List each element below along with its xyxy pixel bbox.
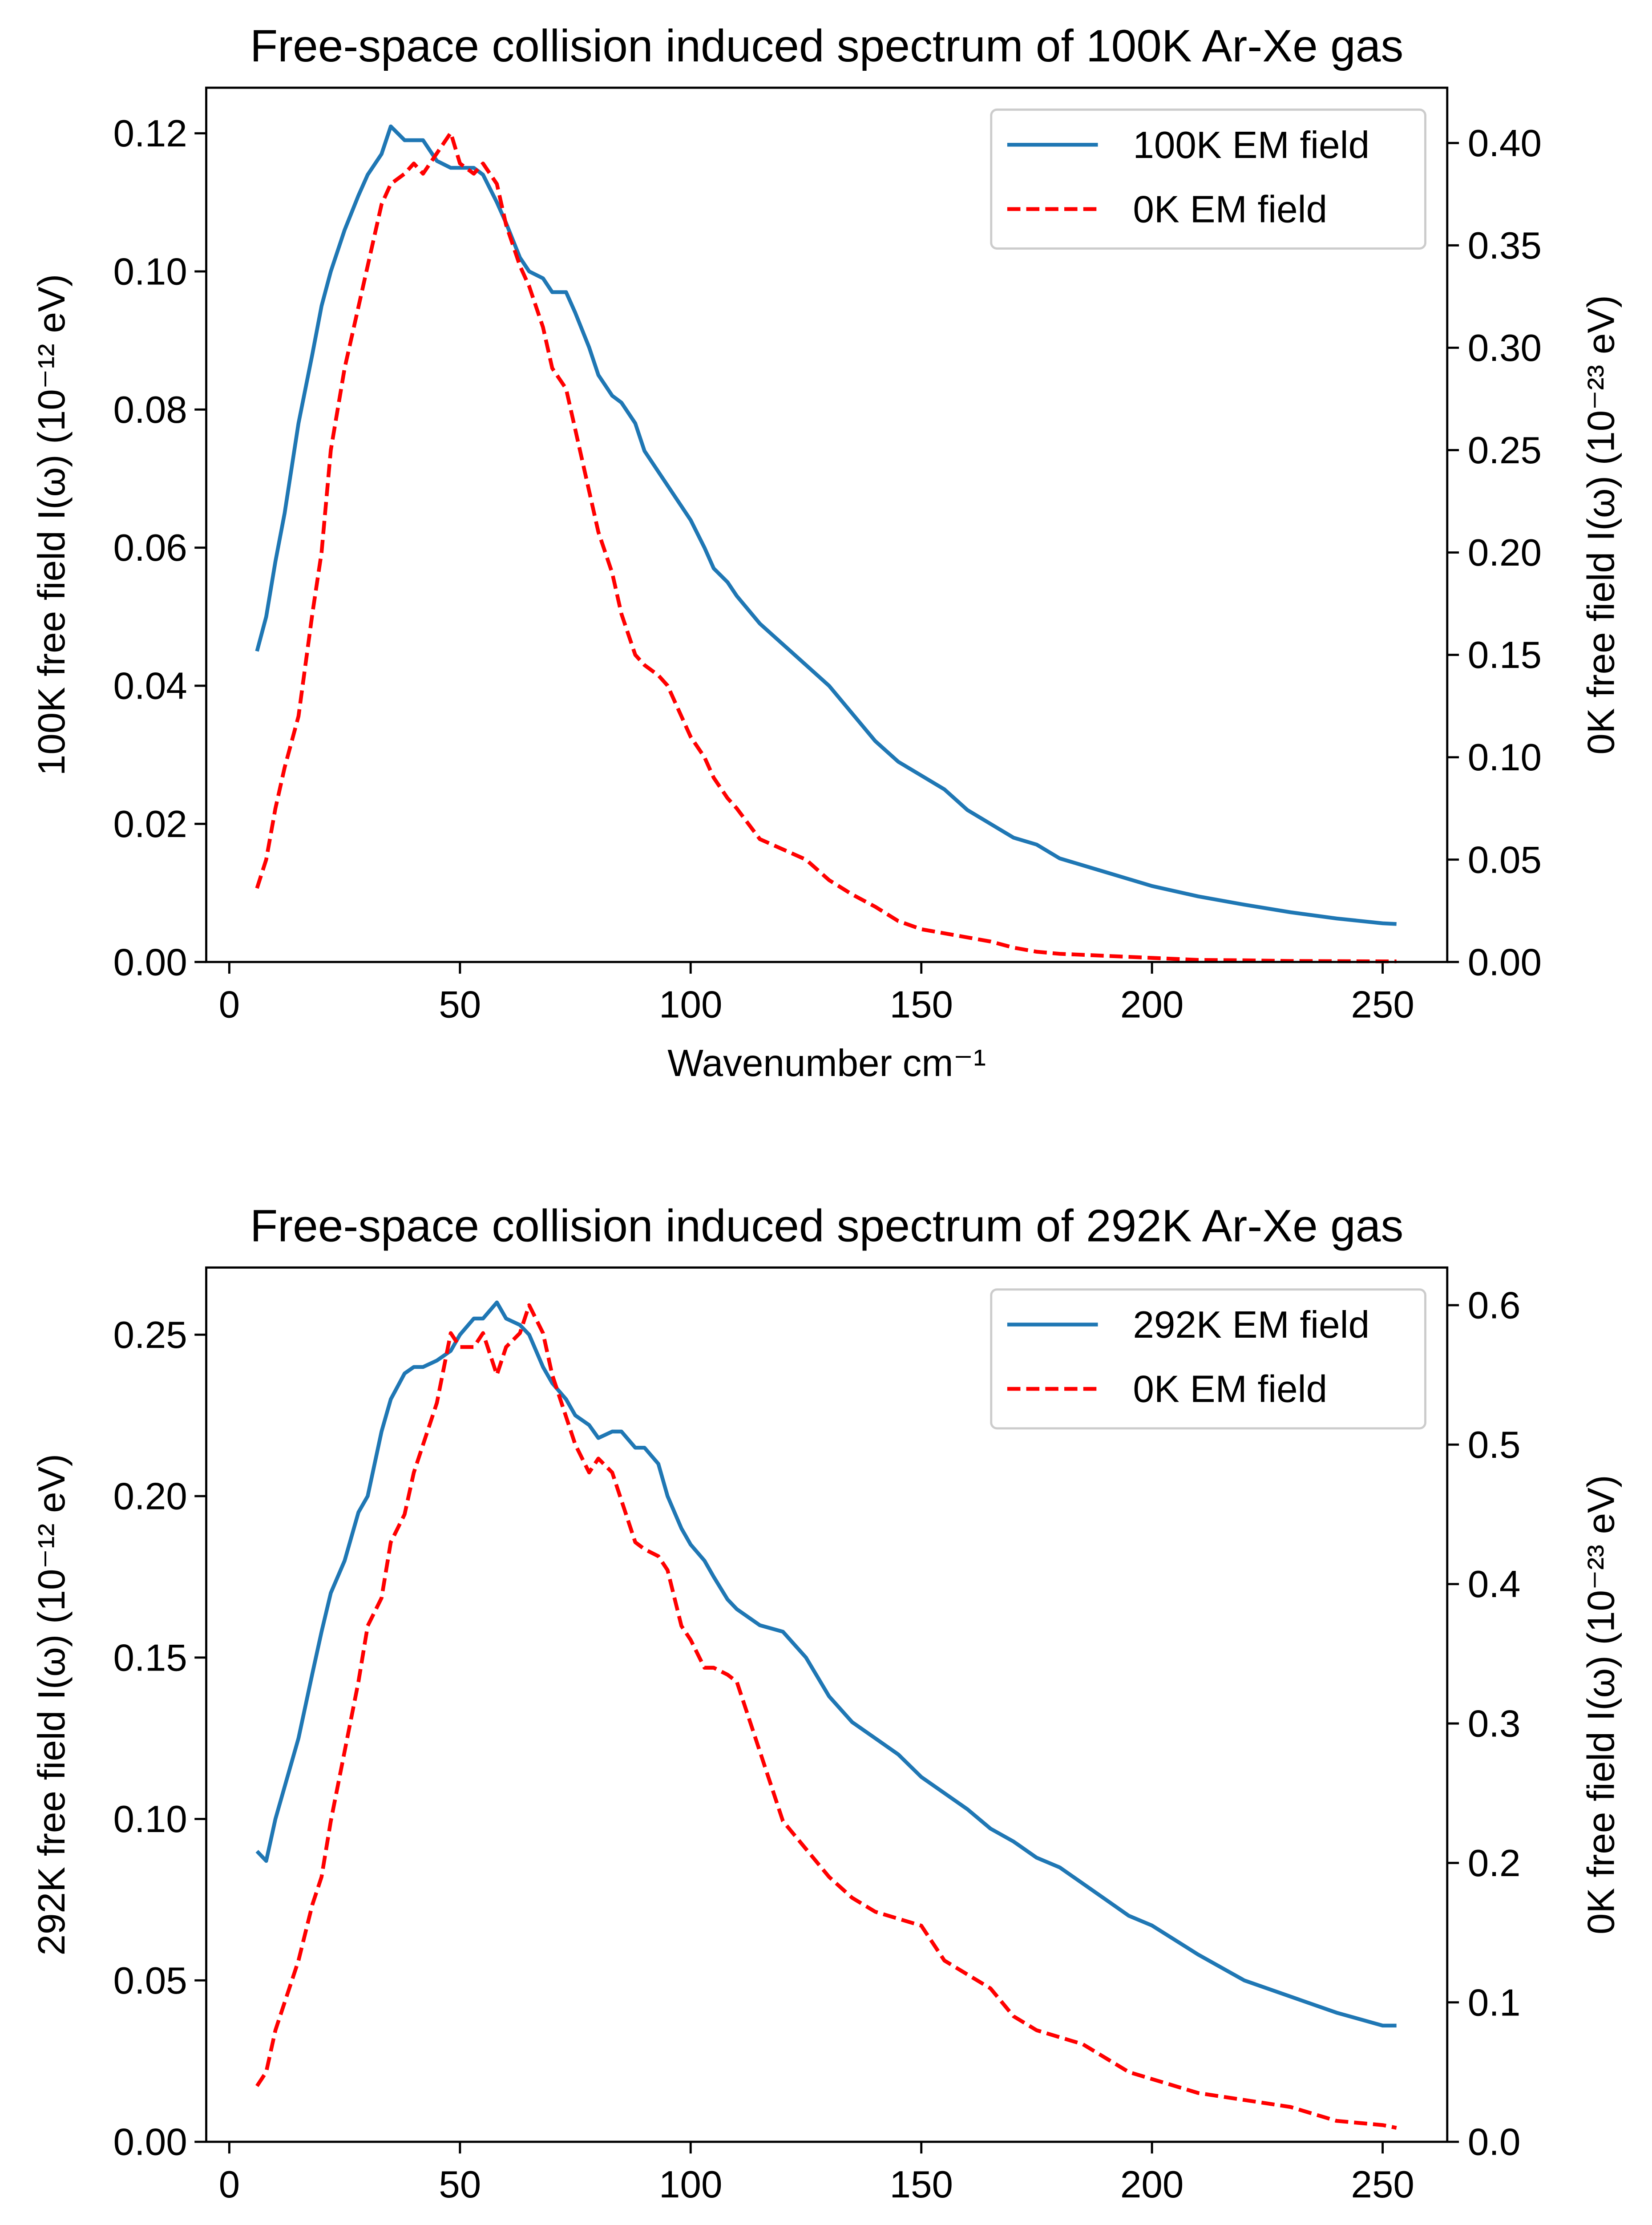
y2-tick-label: 0.25 [1468, 429, 1542, 472]
plot-frame [205, 86, 1449, 963]
y2-tick-label: 0.10 [1468, 736, 1542, 779]
y-tick-label: 0.20 [113, 1476, 187, 1518]
plot-frame [205, 1266, 1449, 2143]
y2-tick-label: 0.40 [1468, 122, 1542, 165]
y2-tick-label: 0.2 [1468, 1842, 1521, 1885]
series-line [255, 1300, 1397, 2028]
x-axis-label: Wavenumber cm⁻¹ [667, 2222, 986, 2225]
x-tick-label: 200 [1120, 2164, 1184, 2206]
y-tick-label: 0.02 [113, 803, 187, 846]
y2-tick-label: 0.20 [1468, 532, 1542, 574]
y-tick-label: 0.25 [113, 1314, 187, 1356]
y2-tick-label: 0.0 [1468, 2121, 1521, 2164]
y-tick-label: 0.00 [113, 2121, 187, 2164]
y2-tick-label: 0.00 [1468, 941, 1542, 983]
x-tick-label: 250 [1351, 984, 1414, 1026]
y2-tick-label: 0.1 [1468, 1982, 1521, 2024]
y-tick-label: 0.05 [113, 1960, 187, 2002]
legend-label: 0K EM field [1133, 1368, 1327, 1411]
y2-axis-label: 0K free field I(ω) (10⁻²³ eV) [1580, 1475, 1622, 1934]
x-tick-label: 50 [439, 984, 481, 1026]
y-axis-label: 292K free field I(ω) (10⁻¹² eV) [31, 1454, 73, 1956]
legend-box [990, 1288, 1426, 1430]
x-tick-label: 0 [219, 2164, 240, 2206]
y-tick-label: 0.12 [113, 113, 187, 155]
y2-tick-label: 0.15 [1468, 634, 1542, 676]
chart: Free-space collision induced spectrum of… [31, 1200, 1622, 2225]
x-tick-label: 100 [659, 984, 723, 1026]
legend-label: 0K EM field [1133, 188, 1327, 231]
chart-title: Free-space collision induced spectrum of… [250, 20, 1403, 71]
y-tick-label: 0.10 [113, 251, 187, 293]
series-line [255, 124, 1397, 926]
y2-tick-label: 0.6 [1468, 1285, 1521, 1327]
x-tick-label: 0 [219, 984, 240, 1026]
y-tick-label: 0.08 [113, 389, 187, 431]
y-tick-label: 0.10 [113, 1798, 187, 1841]
x-tick-label: 250 [1351, 2164, 1414, 2206]
chart: Free-space collision induced spectrum of… [31, 20, 1622, 1084]
legend-label: 100K EM field [1133, 124, 1369, 166]
x-tick-label: 150 [889, 984, 953, 1026]
y2-tick-label: 0.3 [1468, 1703, 1521, 1745]
y-tick-label: 0.06 [113, 527, 187, 569]
x-tick-label: 150 [889, 2164, 953, 2206]
legend-box [990, 108, 1426, 250]
chart-title: Free-space collision induced spectrum of… [250, 1200, 1403, 1251]
y-tick-label: 0.04 [113, 665, 187, 708]
series-line [255, 1303, 1397, 2130]
legend: 292K EM field 0K EM field [990, 1288, 1426, 1430]
y-axis-label: 100K free field I(ω) (10⁻¹² eV) [31, 274, 73, 776]
y2-tick-label: 0.5 [1468, 1424, 1521, 1466]
series-line [255, 131, 1397, 963]
y2-tick-label: 0.05 [1468, 839, 1542, 881]
x-tick-label: 50 [439, 2164, 481, 2206]
y-tick-label: 0.00 [113, 941, 187, 983]
x-tick-label: 200 [1120, 984, 1184, 1026]
legend: 100K EM field 0K EM field [990, 108, 1426, 250]
y2-axis-label: 0K free field I(ω) (10⁻²³ eV) [1580, 295, 1622, 755]
legend-label: 292K EM field [1133, 1304, 1369, 1346]
y2-tick-label: 0.35 [1468, 225, 1542, 267]
y-tick-label: 0.15 [113, 1637, 187, 1679]
y2-tick-label: 0.4 [1468, 1563, 1521, 1606]
x-axis-label: Wavenumber cm⁻¹ [667, 1042, 986, 1084]
y2-tick-label: 0.30 [1468, 327, 1542, 369]
x-tick-label: 100 [659, 2164, 723, 2206]
